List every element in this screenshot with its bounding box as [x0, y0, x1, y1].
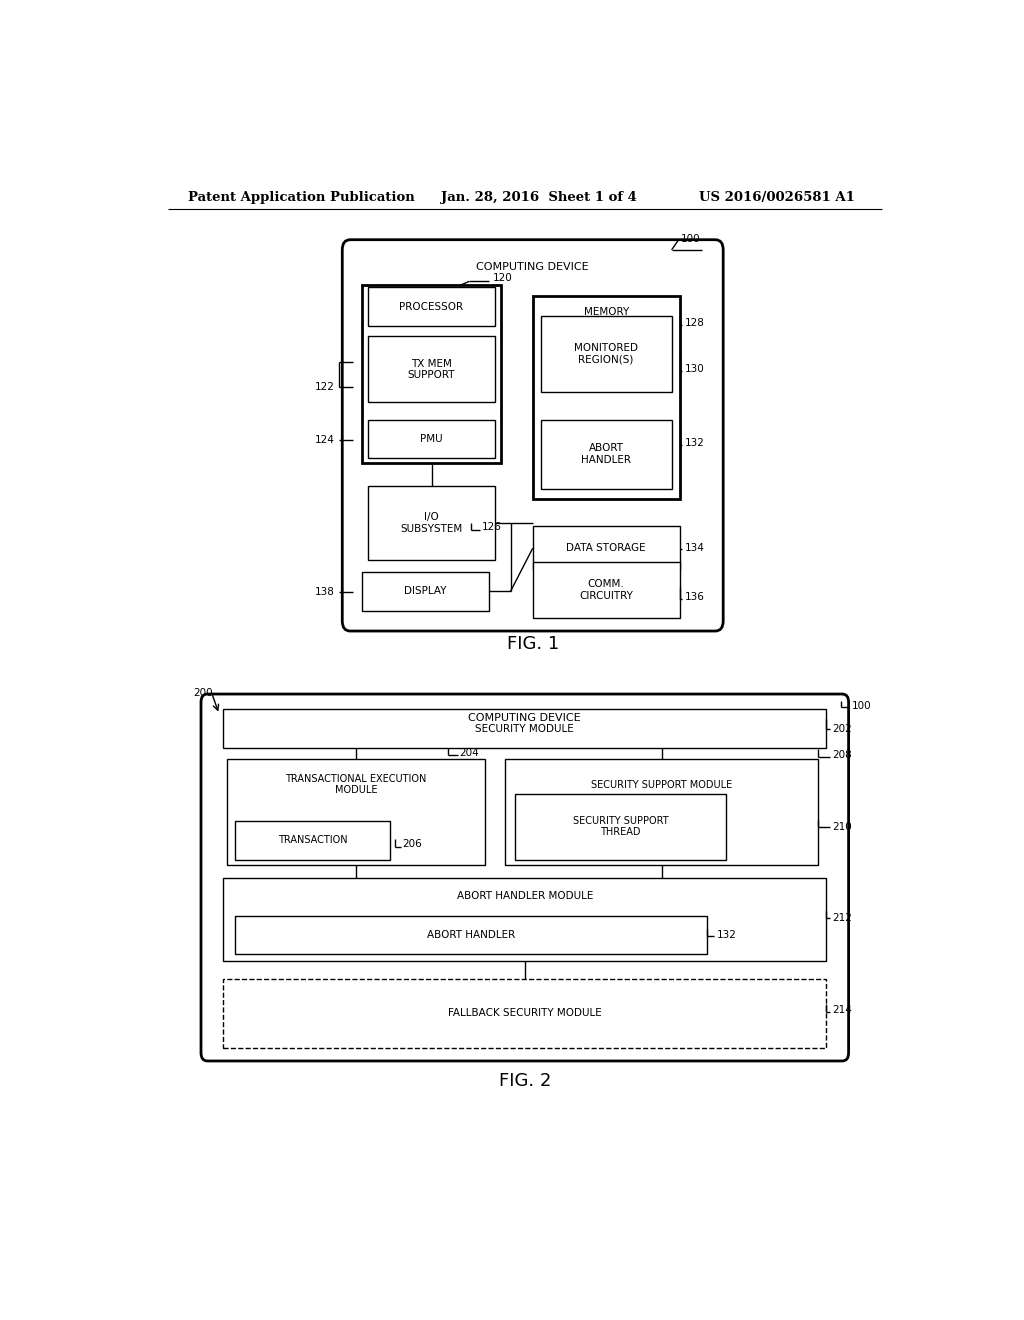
- Text: SECURITY SUPPORT MODULE: SECURITY SUPPORT MODULE: [591, 780, 732, 789]
- Text: PROCESSOR: PROCESSOR: [399, 302, 463, 312]
- Bar: [532, 296, 680, 499]
- Text: 122: 122: [315, 381, 335, 392]
- FancyBboxPatch shape: [342, 240, 723, 631]
- Bar: [223, 878, 826, 961]
- Text: 132: 132: [685, 438, 705, 447]
- Bar: [223, 978, 826, 1048]
- Text: 130: 130: [685, 364, 705, 374]
- Bar: [368, 486, 495, 560]
- Text: 200: 200: [194, 688, 213, 698]
- Text: TRANSACTIONAL EXECUTION
MODULE: TRANSACTIONAL EXECUTION MODULE: [286, 774, 427, 796]
- Bar: [541, 420, 672, 488]
- Text: 206: 206: [402, 840, 422, 850]
- Text: DATA STORAGE: DATA STORAGE: [566, 544, 646, 553]
- Text: ABORT HANDLER MODULE: ABORT HANDLER MODULE: [457, 891, 593, 902]
- Bar: [362, 572, 489, 611]
- Text: 126: 126: [482, 523, 502, 532]
- Bar: [532, 527, 680, 570]
- Bar: [368, 288, 495, 326]
- Text: FALLBACK SECURITY MODULE: FALLBACK SECURITY MODULE: [447, 1008, 602, 1018]
- Text: 210: 210: [833, 822, 852, 832]
- Text: 128: 128: [685, 318, 705, 329]
- Text: COMM.
CIRCUITRY: COMM. CIRCUITRY: [580, 579, 633, 601]
- Bar: [236, 916, 708, 954]
- Text: MEMORY: MEMORY: [584, 306, 629, 317]
- Text: 214: 214: [833, 1005, 853, 1015]
- Text: 212: 212: [833, 912, 853, 923]
- Text: PMU: PMU: [420, 434, 442, 444]
- Text: TX MEM
SUPPORT: TX MEM SUPPORT: [408, 359, 455, 380]
- Bar: [368, 337, 495, 403]
- Text: FIG. 2: FIG. 2: [499, 1072, 551, 1090]
- Bar: [515, 793, 726, 859]
- Bar: [368, 420, 495, 458]
- Text: Jan. 28, 2016  Sheet 1 of 4: Jan. 28, 2016 Sheet 1 of 4: [441, 190, 637, 203]
- Text: 132: 132: [717, 929, 736, 940]
- Bar: [227, 759, 485, 865]
- Text: SECURITY SUPPORT
THREAD: SECURITY SUPPORT THREAD: [572, 816, 669, 837]
- Text: MONITORED
REGION(S): MONITORED REGION(S): [574, 343, 638, 364]
- Text: 202: 202: [833, 723, 852, 734]
- Bar: [505, 759, 818, 865]
- Text: 136: 136: [685, 593, 705, 602]
- Bar: [362, 285, 501, 463]
- Text: SECURITY MODULE: SECURITY MODULE: [475, 723, 574, 734]
- Text: ABORT HANDLER: ABORT HANDLER: [427, 929, 515, 940]
- Text: FIG. 1: FIG. 1: [507, 635, 559, 653]
- Text: 138: 138: [315, 587, 335, 598]
- Text: Patent Application Publication: Patent Application Publication: [187, 190, 415, 203]
- Text: COMPUTING DEVICE: COMPUTING DEVICE: [469, 713, 581, 723]
- Text: 124: 124: [315, 436, 335, 445]
- Text: US 2016/0026581 A1: US 2016/0026581 A1: [699, 190, 855, 203]
- Text: 134: 134: [685, 543, 705, 553]
- Text: 204: 204: [460, 748, 479, 758]
- Text: TRANSACTION: TRANSACTION: [278, 836, 347, 845]
- Text: ABORT
HANDLER: ABORT HANDLER: [582, 444, 631, 465]
- Bar: [236, 821, 390, 859]
- Bar: [223, 709, 826, 748]
- Text: 100: 100: [681, 234, 700, 244]
- Text: 208: 208: [833, 750, 852, 760]
- Text: COMPUTING DEVICE: COMPUTING DEVICE: [476, 263, 589, 272]
- Text: DISPLAY: DISPLAY: [404, 586, 446, 597]
- Text: 100: 100: [852, 701, 871, 711]
- Text: I/O
SUBSYSTEM: I/O SUBSYSTEM: [400, 512, 462, 533]
- FancyBboxPatch shape: [201, 694, 849, 1061]
- Text: 120: 120: [494, 273, 513, 284]
- Bar: [541, 315, 672, 392]
- Bar: [532, 562, 680, 618]
